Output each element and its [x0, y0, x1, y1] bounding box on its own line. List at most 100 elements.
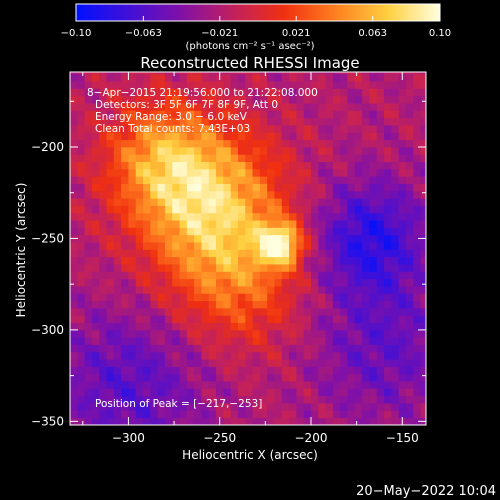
heatmap-cell: [143, 146, 151, 155]
heatmap-cell: [303, 132, 312, 141]
heatmap-cell: [281, 88, 290, 97]
heatmap-cell: [296, 315, 305, 323]
heatmap-cell: [70, 249, 78, 258]
heatmap-cell: [325, 227, 334, 236]
heatmap-cell: [128, 125, 137, 133]
heatmap-cell: [325, 132, 334, 141]
heatmap-cell: [84, 95, 93, 104]
heatmap-cell: [413, 212, 421, 221]
heatmap-cell: [267, 168, 275, 177]
heatmap-cell: [245, 103, 253, 111]
heatmap-cell: [413, 300, 421, 309]
heatmap-cell: [354, 205, 363, 214]
heatmap-cell: [77, 395, 85, 404]
heatmap-cell: [164, 344, 173, 353]
heatmap-cell: [77, 117, 85, 126]
heatmap-cell: [106, 205, 115, 214]
heatmap-cell: [245, 344, 253, 353]
heatmap-cell: [296, 88, 305, 97]
heatmap-cell: [216, 125, 224, 133]
heatmap-cell: [128, 264, 137, 272]
heatmap-cell: [194, 278, 202, 287]
heatmap-cell: [70, 110, 78, 119]
heatmap-cell: [84, 271, 93, 280]
heatmap-cell: [296, 322, 305, 331]
heatmap-cell: [121, 278, 129, 287]
heatmap-cell: [384, 198, 392, 206]
heatmap-cell: [121, 73, 129, 82]
heatmap-cell: [398, 300, 407, 309]
heatmap-cell: [245, 227, 253, 236]
heatmap-cell: [267, 183, 275, 192]
heatmap-cell: [376, 198, 385, 206]
heatmap-cell: [113, 293, 122, 302]
heatmap-cell: [237, 73, 246, 82]
heatmap-cell: [362, 205, 370, 214]
heatmap-cell: [201, 373, 210, 382]
heatmap-cell: [274, 198, 283, 206]
heatmap-cell: [354, 322, 363, 331]
heatmap-cell: [289, 72, 297, 75]
heatmap-cell: [259, 410, 268, 419]
heatmap-cell: [391, 373, 400, 382]
heatmap-cell: [252, 300, 261, 309]
heatmap-cell: [296, 403, 305, 411]
heatmap-cell: [274, 176, 283, 184]
heatmap-cell: [164, 249, 173, 258]
heatmap-cell: [384, 212, 392, 221]
heatmap-cell: [362, 125, 370, 133]
heatmap-cell: [318, 403, 326, 411]
heatmap-cell: [230, 322, 239, 331]
heatmap-cell: [347, 183, 356, 192]
heatmap-image: [70, 72, 426, 425]
heatmap-cell: [164, 300, 173, 309]
heatmap-cell: [274, 285, 283, 294]
heatmap-cell: [405, 264, 414, 272]
heatmap-cell: [237, 271, 246, 280]
heatmap-cell: [143, 220, 151, 228]
heatmap-cell: [237, 103, 246, 111]
heatmap-cell: [113, 417, 122, 425]
heatmap-cell: [135, 366, 144, 375]
heatmap-cell: [172, 205, 180, 214]
heatmap-cell: [413, 81, 421, 89]
heatmap-cell: [391, 205, 400, 214]
heatmap-cell: [237, 183, 246, 192]
heatmap-cell: [413, 403, 421, 411]
heatmap-cell: [420, 72, 426, 75]
heatmap-cell: [237, 190, 246, 199]
heatmap-cell: [405, 72, 414, 75]
heatmap-cell: [245, 73, 253, 82]
heatmap-cell: [281, 190, 290, 199]
heatmap-cell: [252, 271, 261, 280]
heatmap-cell: [208, 242, 217, 250]
heatmap-cell: [128, 344, 137, 353]
colorbar-tick-label: −0.10: [61, 28, 92, 39]
heatmap-cell: [384, 72, 392, 75]
heatmap-cell: [310, 329, 319, 338]
heatmap-cell: [376, 110, 385, 119]
heatmap-cell: [252, 359, 261, 367]
heatmap-cell: [369, 161, 378, 170]
heatmap-cell: [347, 205, 356, 214]
heatmap-cell: [252, 242, 261, 250]
heatmap-cell: [303, 234, 312, 243]
heatmap-cell: [70, 205, 78, 214]
heatmap-cell: [237, 366, 246, 375]
heatmap-cell: [223, 373, 232, 382]
heatmap-cell: [172, 278, 180, 287]
heatmap-cell: [325, 410, 334, 419]
heatmap-cell: [91, 322, 100, 331]
heatmap-cell: [420, 73, 426, 82]
heatmap-cell: [384, 205, 392, 214]
heatmap-cell: [354, 88, 363, 97]
heatmap-cell: [113, 168, 122, 177]
heatmap-cell: [405, 395, 414, 404]
heatmap-cell: [384, 351, 392, 360]
heatmap-cell: [289, 410, 297, 419]
heatmap-cell: [99, 190, 107, 199]
heatmap-cell: [303, 190, 312, 199]
heatmap-cell: [398, 81, 407, 89]
heatmap-cell: [128, 315, 137, 323]
heatmap-cell: [150, 227, 159, 236]
